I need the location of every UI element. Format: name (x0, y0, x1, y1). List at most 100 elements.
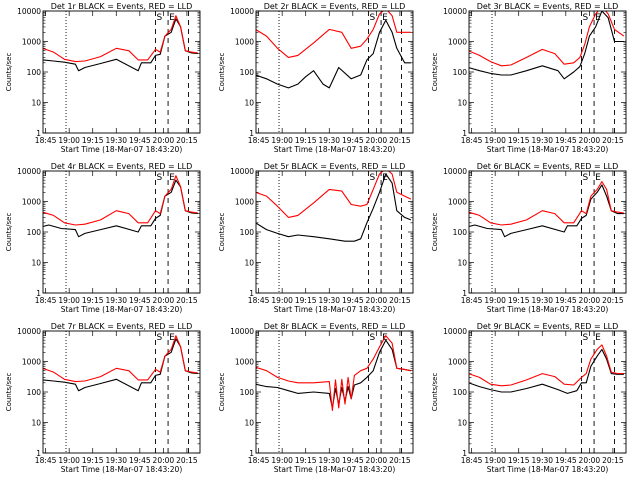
y-axis-label: Counts/sec (431, 373, 439, 412)
y-axis-label: Counts/sec (218, 53, 226, 92)
x-tick-label: 19:15 (82, 136, 104, 145)
x-tick-label: 19:45 (555, 136, 577, 145)
y-tick-label: 10 (457, 259, 467, 268)
marker-label-s: S (370, 13, 376, 23)
chart-det-6: Det 6r BLACK = Events, RED = LLD 1 10 100 10… (431, 162, 627, 314)
x-axis-label: Start Time (18-Mar-07 18:43:20) (487, 305, 609, 314)
plot-frame (42, 330, 201, 454)
chart-det-3: Det 3r BLACK = Events, RED = LLD 1 10 100 10… (431, 2, 627, 154)
x-axis-label: Start Time (18-Mar-07 18:43:20) (487, 465, 609, 474)
y-tick-label: 10 (457, 99, 467, 108)
y-tick-label: 100 (27, 68, 42, 77)
plot-frame (42, 170, 201, 294)
chart-det-9: Det 9r BLACK = Events, RED = LLD 1 10 100 10… (431, 322, 627, 474)
x-tick-label: 18:45 (461, 456, 483, 465)
x-axis-label: Start Time (18-Mar-07 18:43:20) (274, 465, 396, 474)
y-axis-label: Counts/sec (5, 373, 13, 412)
chart-title: Det 8r BLACK = Events, RED = LLD (264, 322, 406, 331)
x-tick-label: 18:45 (35, 456, 57, 465)
y-tick-label: 1 (249, 129, 254, 138)
plot-frame (42, 10, 201, 134)
lld-series-line (469, 11, 625, 67)
panel-det-5: Det 5r BLACK = Events, RED = LLD 1 10 100 10… (213, 160, 426, 320)
x-tick-label: 19:00 (484, 296, 506, 305)
y-tick-label: 1 (462, 289, 467, 298)
chart-title: Det 3r BLACK = Events, RED = LLD (477, 2, 619, 11)
x-tick-label: 20:15 (602, 456, 624, 465)
x-tick-label: 19:45 (129, 136, 151, 145)
x-tick-label: 19:15 (295, 456, 317, 465)
lld-series-line (43, 335, 198, 383)
y-tick-label: 100 (240, 228, 255, 237)
marker-label-e: E (595, 13, 601, 23)
x-tick-label: 20:00 (579, 136, 601, 145)
y-axis-label: Counts/sec (5, 213, 13, 252)
events-series-line (256, 173, 412, 242)
y-tick-label: 10000 (17, 7, 41, 16)
y-tick-label: 100 (453, 228, 468, 237)
x-tick-label: 18:45 (248, 296, 270, 305)
chart-det-7: Det 7r BLACK = Events, RED = LLD 1 10 100 10… (5, 322, 201, 474)
y-tick-label: 1000 (235, 38, 254, 47)
x-axis-label: Start Time (18-Mar-07 18:43:20) (487, 145, 609, 154)
y-tick-label: 1000 (448, 38, 467, 47)
x-tick-label: 19:00 (58, 136, 80, 145)
marker-label-e: E (382, 173, 388, 183)
panel-det-7: Det 7r BLACK = Events, RED = LLD 1 10 100 10… (0, 320, 213, 480)
y-tick-label: 10 (457, 419, 467, 428)
y-tick-label: 1 (36, 449, 41, 458)
marker-label-s: S (157, 173, 163, 183)
x-axis-label: Start Time (18-Mar-07 18:43:20) (61, 305, 183, 314)
x-axis-label: Start Time (18-Mar-07 18:43:20) (61, 465, 183, 474)
x-tick-label: 19:30 (531, 296, 553, 305)
x-tick-label: 19:30 (531, 136, 553, 145)
x-tick-label: 19:30 (105, 456, 127, 465)
x-tick-label: 19:45 (555, 456, 577, 465)
marker-label-s: S (583, 333, 589, 343)
x-tick-label: 19:45 (342, 296, 364, 305)
y-tick-label: 1 (36, 289, 41, 298)
plot-frame (468, 10, 627, 134)
y-tick-label: 10 (31, 99, 41, 108)
y-tick-label: 10000 (17, 327, 41, 336)
chart-det-5: Det 5r BLACK = Events, RED = LLD 1 10 100 10… (218, 162, 414, 314)
y-tick-label: 100 (240, 388, 255, 397)
plot-frame (468, 170, 627, 294)
chart-title: Det 5r BLACK = Events, RED = LLD (264, 162, 406, 171)
chart-det-1: Det 1r BLACK = Events, RED = LLD 1 10 100 10… (5, 2, 201, 154)
y-tick-label: 1 (462, 129, 467, 138)
lld-series-line (43, 15, 198, 63)
x-tick-label: 19:15 (508, 456, 530, 465)
x-tick-label: 19:00 (271, 136, 293, 145)
y-tick-label: 1000 (448, 358, 467, 367)
y-tick-label: 100 (453, 68, 468, 77)
plot-frame (255, 330, 414, 454)
x-axis-label: Start Time (18-Mar-07 18:43:20) (61, 145, 183, 154)
x-tick-label: 19:15 (508, 296, 530, 305)
x-tick-label: 19:45 (129, 296, 151, 305)
y-tick-label: 100 (27, 388, 42, 397)
marker-label-e: E (169, 333, 175, 343)
plot-frame (255, 170, 414, 294)
events-series-line (256, 19, 411, 89)
y-tick-label: 100 (453, 388, 468, 397)
x-tick-label: 20:15 (389, 136, 411, 145)
x-tick-label: 20:15 (602, 136, 624, 145)
x-tick-label: 20:00 (579, 296, 601, 305)
y-tick-label: 10 (31, 259, 41, 268)
x-tick-label: 19:15 (82, 456, 104, 465)
x-tick-label: 19:15 (508, 136, 530, 145)
chart-title: Det 7r BLACK = Events, RED = LLD (51, 322, 193, 331)
x-tick-label: 20:15 (176, 296, 198, 305)
x-tick-label: 19:30 (105, 296, 127, 305)
y-tick-label: 10 (31, 419, 41, 428)
plot-frame (255, 10, 414, 134)
y-tick-label: 10000 (443, 327, 467, 336)
x-tick-label: 19:30 (318, 136, 340, 145)
x-tick-label: 19:15 (295, 296, 317, 305)
x-tick-label: 19:00 (271, 456, 293, 465)
chart-title: Det 2r BLACK = Events, RED = LLD (264, 2, 406, 11)
y-axis-label: Counts/sec (431, 53, 439, 92)
marker-label-s: S (583, 173, 589, 183)
